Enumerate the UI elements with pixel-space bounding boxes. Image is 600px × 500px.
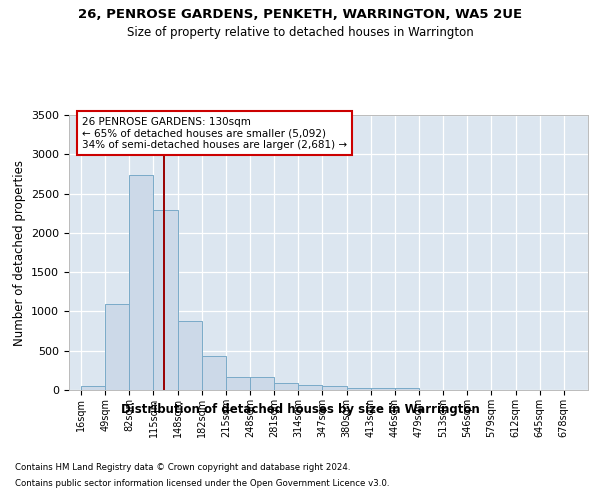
- Bar: [298, 385, 322, 390]
- Bar: [202, 356, 226, 390]
- Text: Size of property relative to detached houses in Warrington: Size of property relative to detached ho…: [127, 26, 473, 39]
- Bar: [154, 210, 178, 390]
- Bar: [130, 174, 154, 390]
- Text: Distribution of detached houses by size in Warrington: Distribution of detached houses by size …: [121, 402, 479, 415]
- Bar: [322, 386, 347, 390]
- Bar: [81, 386, 105, 390]
- Text: Contains HM Land Registry data © Crown copyright and database right 2024.: Contains HM Land Registry data © Crown c…: [15, 462, 350, 471]
- Text: 26 PENROSE GARDENS: 130sqm
← 65% of detached houses are smaller (5,092)
34% of s: 26 PENROSE GARDENS: 130sqm ← 65% of deta…: [82, 116, 347, 150]
- Bar: [105, 304, 130, 390]
- Y-axis label: Number of detached properties: Number of detached properties: [13, 160, 26, 346]
- Bar: [347, 388, 371, 390]
- Text: 26, PENROSE GARDENS, PENKETH, WARRINGTON, WA5 2UE: 26, PENROSE GARDENS, PENKETH, WARRINGTON…: [78, 8, 522, 20]
- Text: Contains public sector information licensed under the Open Government Licence v3: Contains public sector information licen…: [15, 479, 389, 488]
- Bar: [226, 376, 250, 390]
- Bar: [371, 388, 395, 390]
- Bar: [250, 377, 274, 390]
- Bar: [395, 388, 419, 390]
- Bar: [274, 383, 298, 390]
- Bar: [178, 321, 202, 390]
